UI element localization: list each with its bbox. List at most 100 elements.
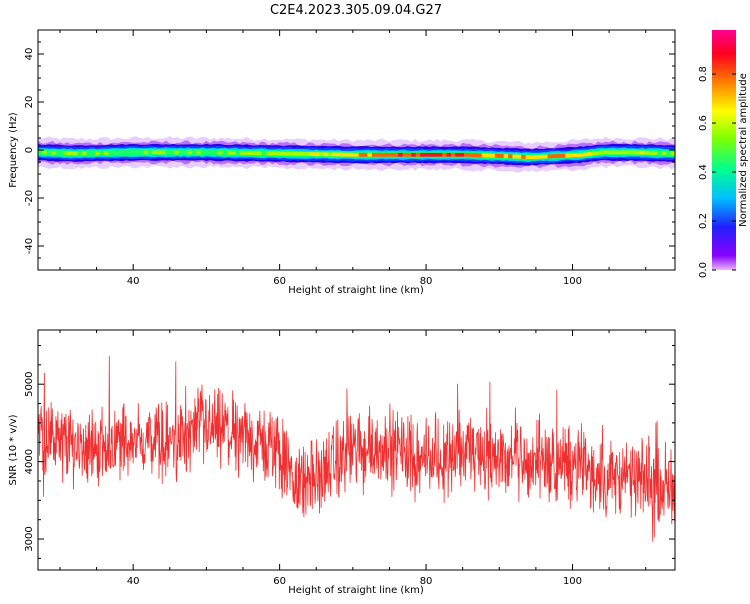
figure-title: C2E4.2023.305.09.04.G27 — [270, 3, 442, 18]
spectrogram-ridge-cell — [292, 151, 298, 156]
snr-series — [38, 355, 675, 542]
spectrogram-axes: 40 60 80 100 -40 -20 0 20 40 — [24, 30, 675, 287]
spectrogram-ridge-cell — [77, 151, 83, 156]
spectrogram-ridge-cell — [125, 150, 131, 155]
spectrogram-ridge-cell — [143, 150, 149, 155]
spectrogram-ridge-cell — [398, 152, 403, 157]
y-tick-label: 4000 — [24, 449, 35, 474]
spectrogram-ridge-cell — [385, 152, 390, 157]
spectrogram-ridge-cell — [209, 150, 214, 155]
spectrogram-ridge-cell — [591, 151, 597, 156]
spectrogram-ridge-cell — [481, 153, 487, 158]
spectrogram-xlabel: Height of straight line (km) — [288, 285, 424, 296]
spectrogram-ridge-cell — [213, 150, 219, 155]
spectrogram-ridge-cell — [183, 150, 188, 155]
spectrogram-heatmap — [38, 136, 680, 173]
spectrogram-ridge-cell — [376, 152, 381, 157]
spectrogram-ridge-cell — [622, 150, 627, 155]
spectrogram-ridge-cell — [675, 152, 680, 156]
colorbar-tick-label: 0.2 — [698, 213, 709, 229]
x-tick-label: 40 — [127, 276, 140, 287]
spectrogram-ridge-cell — [451, 152, 456, 157]
spectrogram-ridge-cell — [64, 151, 70, 156]
spectrogram-ridge-cell — [371, 152, 377, 157]
snr-line — [38, 355, 675, 542]
spectrogram-ridge-cell — [380, 152, 386, 157]
spectrogram-ridge-cell — [574, 153, 579, 157]
spectrogram-ridge-cell — [81, 151, 87, 156]
spectrogram-ridge-cell — [516, 154, 522, 159]
spectrogram-ridge-cell — [455, 152, 460, 157]
spectrogram-ridge-cell — [235, 151, 241, 155]
spectrogram-ridge-cell — [134, 150, 140, 155]
spectrogram-ridge-cell — [103, 151, 109, 155]
x-tick-label: 100 — [563, 276, 582, 287]
spectrogram-ridge-cell — [420, 152, 425, 157]
spectrogram-ridge-cell — [437, 152, 443, 157]
spectrogram-ridge-cell — [503, 154, 509, 159]
spectrogram-ridge-cell — [257, 151, 263, 156]
spectrogram-ridge-cell — [631, 150, 636, 155]
spectrogram-ridge-cell — [648, 151, 654, 155]
spectrogram-ridge-cell — [468, 153, 474, 157]
spectrogram-ridge-cell — [512, 154, 518, 159]
spectrogram-ridge-cell — [600, 150, 605, 155]
spectrogram-ridge-cell — [38, 150, 43, 155]
spectrogram-ridge-cell — [477, 153, 482, 158]
spectrogram-ridge-cell — [587, 152, 592, 156]
spectrogram-ridge-cell — [402, 152, 408, 157]
spectrogram-ridge-cell — [42, 150, 48, 155]
spectrogram-ridge-cell — [90, 151, 96, 156]
spectrogram-ridge-cell — [306, 152, 311, 156]
spectrogram-ridge-cell — [508, 154, 513, 159]
spectrogram-ridge-cell — [301, 152, 307, 156]
spectrogram-ridge-cell — [204, 150, 210, 155]
spectrogram-ridge-cell — [582, 152, 588, 157]
x-tick-label: 80 — [420, 576, 433, 587]
spectrogram-ridge-cell — [46, 150, 52, 155]
colorbar-tick-label: 0.8 — [698, 66, 709, 82]
spectrogram-ridge-cell — [266, 151, 272, 156]
spectrogram-ridge-cell — [653, 151, 658, 155]
spectrogram-ridge-cell — [393, 152, 399, 157]
spectrogram-ridge-cell — [494, 153, 500, 158]
y-tick-label: 40 — [24, 48, 35, 61]
colorbar-tick-label: 0.4 — [698, 164, 709, 180]
spectrogram-ridge-cell — [73, 151, 78, 156]
spectrogram-ridge-cell — [486, 153, 491, 158]
y-tick-label: 3000 — [24, 526, 35, 551]
spectrogram-ridge-cell — [108, 151, 113, 155]
spectrogram-ridge-cell — [99, 151, 105, 155]
spectrogram-ridge-cell — [547, 154, 553, 159]
spectrogram-ridge-cell — [595, 151, 601, 155]
spectrogram-ridge-cell — [314, 152, 320, 157]
spectrogram-ridge-cell — [121, 150, 127, 155]
spectrogram-ridge-cell — [552, 154, 557, 159]
spectrogram-ridge-cell — [578, 153, 584, 157]
snr-frame — [37, 329, 676, 571]
spectrogram-ridge-cell — [411, 152, 417, 157]
spectrogram-ridge-cell — [635, 150, 641, 155]
spectrogram-ridge-cell — [226, 150, 232, 155]
snr-panel: 40 60 80 100 3000 4000 5000 Height of straight… — [8, 329, 676, 596]
x-tick-label: 40 — [127, 576, 140, 587]
x-tick-label: 100 — [563, 576, 582, 587]
spectrogram-ridge-cell — [358, 152, 364, 157]
spectrogram-ridge-cell — [222, 150, 228, 155]
y-tick-label: 20 — [24, 96, 35, 109]
y-tick-label: -20 — [24, 190, 35, 206]
snr-axes: 40 60 80 100 3000 4000 5000 — [24, 330, 675, 587]
snr-xlabel: Height of straight line (km) — [288, 585, 424, 596]
spectrogram-ridge-cell — [288, 151, 294, 156]
x-tick-label: 60 — [273, 276, 286, 287]
spectrogram-ridge-cell — [613, 150, 619, 155]
snr-ylabel: SNR (10 * v/v) — [8, 414, 19, 485]
spectrogram-ridge-cell — [657, 151, 663, 155]
spectrogram-ridge-cell — [336, 152, 342, 157]
spectrogram-ridge-cell — [327, 152, 333, 157]
spectrogram-ridge-cell — [604, 150, 610, 155]
spectrogram-ridge-cell — [407, 152, 412, 157]
spectrogram-ridge-cell — [169, 150, 175, 155]
spectrogram-ridge-cell — [446, 152, 452, 157]
